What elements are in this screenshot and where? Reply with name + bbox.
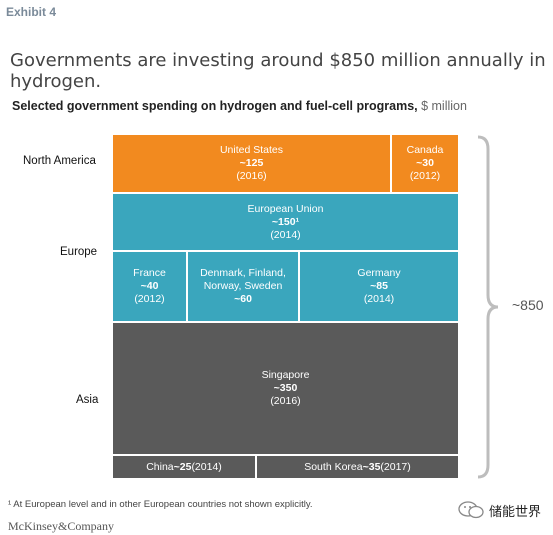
block-value: ~35: [362, 460, 381, 473]
block-value: ~60: [234, 293, 252, 305]
block-year: (2014): [191, 460, 222, 473]
block-value: ~350: [273, 382, 298, 394]
block-name: South Korea: [304, 460, 363, 473]
block-name: Germany: [357, 267, 401, 279]
block-year: (2014): [270, 228, 301, 241]
region-label-asia: Asia: [76, 394, 99, 406]
block-name: Canada: [406, 144, 444, 156]
block-united-states: United States ~125 (2016): [113, 135, 390, 192]
region-label-north-america: North America: [23, 155, 96, 167]
block-germany: Germany ~85 (2014): [300, 252, 458, 321]
block-value: ~25: [173, 460, 192, 473]
block-nordics: Denmark, Finland, Norway, Sweden ~60: [188, 252, 298, 321]
headline: Governments are investing around $850 mi…: [10, 50, 546, 92]
block-france: France ~40 (2012): [113, 252, 186, 321]
block-year: (2017): [380, 460, 411, 473]
block-value: ~30: [416, 157, 434, 169]
block-name: France: [133, 267, 166, 279]
block-value: ~150¹: [271, 215, 300, 228]
total-brace: [477, 135, 499, 479]
block-name: United States: [219, 144, 284, 156]
block-south-korea: South Korea ~35 (2017): [257, 456, 458, 478]
block-year: (2012): [134, 293, 165, 305]
block-year: (2012): [409, 170, 441, 182]
block-name: European Union: [247, 202, 324, 215]
watermark-text: 储能世界: [489, 503, 542, 519]
block-canada: Canada ~30 (2012): [392, 135, 458, 192]
block-year: (2016): [236, 170, 267, 182]
chart-subtitle: Selected government spending on hydrogen…: [12, 99, 467, 113]
subtitle-text: Selected government spending on hydrogen…: [12, 99, 418, 113]
region-label-europe: Europe: [60, 246, 98, 258]
watermark: 储能世界: [458, 500, 541, 520]
block-value: ~125: [239, 157, 264, 169]
exhibit-label: Exhibit 4: [6, 5, 57, 19]
wechat-icon: [458, 501, 484, 519]
total-label: ~850: [512, 297, 544, 313]
block-china: China ~25 (2014): [113, 456, 255, 478]
block-year: (2014): [363, 293, 395, 305]
subtitle-unit: $ million: [417, 99, 467, 113]
block-name: Singapore: [261, 369, 310, 381]
block-value: ~85: [370, 280, 388, 292]
block-name-line-2: Norway, Sweden: [203, 280, 283, 292]
brand-logo: McKinsey&Company: [8, 519, 114, 533]
block-name-line-1: Denmark, Finland,: [200, 267, 286, 279]
block-value: ~40: [140, 280, 159, 292]
block-name: China: [146, 460, 174, 473]
block-year: (2016): [270, 395, 301, 407]
block-singapore: Singapore ~350 (2016): [113, 323, 458, 454]
footnote: ¹ At European level and in other Europea…: [8, 499, 313, 510]
block-european-union: European Union ~150¹ (2014): [113, 194, 458, 250]
